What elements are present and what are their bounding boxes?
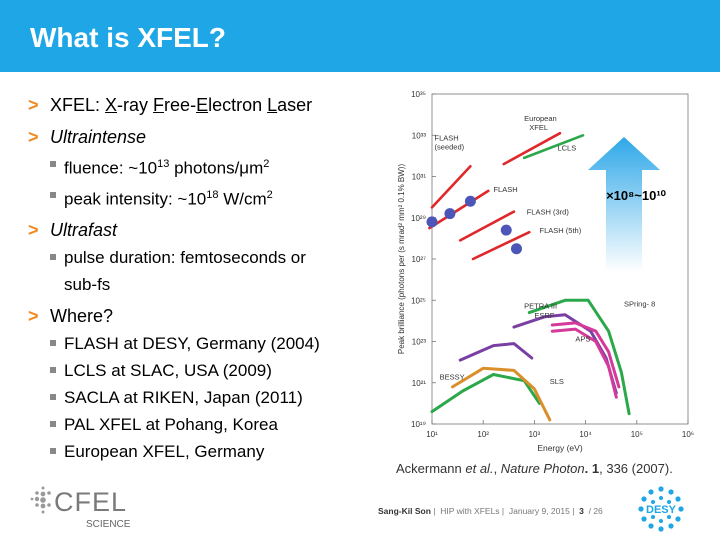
list-item: European XFEL, Germany bbox=[50, 438, 378, 465]
y-tick-label: 10³³ bbox=[412, 131, 427, 140]
x-tick-label: 10³ bbox=[529, 430, 541, 439]
x-tick-label: 10² bbox=[477, 430, 489, 439]
data-point bbox=[464, 195, 476, 207]
list-item: PAL XFEL at Pohang, Korea bbox=[50, 411, 378, 438]
list-item: FLASH at DESY, Germany (2004) bbox=[50, 330, 378, 357]
slide-title: What is XFEL? bbox=[30, 22, 226, 53]
cfel-text: CFEL bbox=[54, 487, 127, 517]
enhancement-arrow bbox=[588, 137, 660, 272]
curve-label: FLASH (5th) bbox=[540, 226, 582, 235]
series-line bbox=[522, 134, 585, 160]
y-tick-label: 10²⁹ bbox=[411, 214, 426, 223]
citation: Ackermann et al., Nature Photon. 1, 336 … bbox=[396, 461, 673, 476]
curve-label: BESSY bbox=[440, 373, 465, 382]
list-item: peak intensity: ~1018 W/cm2 bbox=[50, 182, 378, 213]
series-line bbox=[458, 210, 516, 242]
bullet-ultraintense: > Ultraintense fluence: ~1013 photons/μm… bbox=[28, 124, 378, 212]
data-point bbox=[444, 208, 456, 220]
bullet-where: > Where? FLASH at DESY, Germany (2004) L… bbox=[28, 303, 378, 465]
y-tick-label: 10²¹ bbox=[412, 379, 427, 388]
curve-label: FLASH bbox=[493, 185, 517, 194]
footer: Sang-Kil Son | HIP with XFELs | January … bbox=[378, 506, 603, 516]
curve-label: FLASH bbox=[435, 133, 459, 142]
y-tick-label: 10³¹ bbox=[412, 173, 427, 182]
bullet-marker: > bbox=[28, 127, 39, 147]
bullet-marker: > bbox=[28, 95, 39, 115]
y-tick-label: 10²³ bbox=[412, 338, 427, 347]
data-point bbox=[426, 216, 438, 228]
cfel-science-logo: CFEL SCIENCE bbox=[30, 486, 131, 530]
x-tick-label: 10¹ bbox=[426, 430, 438, 439]
x-tick-label: 10⁶ bbox=[682, 430, 694, 439]
title-bar: What is XFEL? bbox=[0, 0, 720, 72]
curve-label: SPring- 8 bbox=[624, 299, 655, 308]
arrow-label: ×10⁸~10¹⁰ bbox=[606, 188, 667, 203]
facility-list: FLASH at DESY, Germany (2004) LCLS at SL… bbox=[50, 330, 378, 465]
y-tick-label: 10²⁵ bbox=[411, 296, 426, 305]
curve-label: LCLS bbox=[557, 144, 576, 153]
series-line bbox=[458, 342, 534, 362]
series-line bbox=[527, 298, 631, 416]
series-line bbox=[550, 321, 621, 389]
desy-text: DESY bbox=[646, 504, 677, 516]
x-tick-label: 10⁵ bbox=[631, 430, 643, 439]
sub-list: fluence: ~1013 photons/μm2 peak intensit… bbox=[50, 151, 378, 212]
y-axis-label: Peak brilliance (photons per (s mrad² mm… bbox=[397, 164, 406, 355]
series-line bbox=[502, 131, 562, 166]
series-line bbox=[451, 366, 552, 422]
list-item: fluence: ~1013 photons/μm2 bbox=[50, 151, 378, 182]
data-point bbox=[510, 243, 522, 255]
series-line bbox=[471, 230, 531, 261]
curve-label: SLS bbox=[550, 377, 564, 386]
page-total: / 26 bbox=[588, 506, 603, 516]
list-item: pulse duration: femtoseconds or sub-fs bbox=[50, 244, 378, 298]
y-tick-label: 10²⁷ bbox=[412, 255, 427, 264]
list-item: SACLA at RIKEN, Japan (2011) bbox=[50, 384, 378, 411]
bullet-xfel: > XFEL: X-ray Free-Electron Laser bbox=[28, 92, 378, 119]
bullet-marker: > bbox=[28, 220, 39, 241]
x-tick-label: 10⁴ bbox=[579, 430, 592, 439]
series-line bbox=[428, 189, 490, 230]
series-line bbox=[430, 164, 472, 209]
list-item: LCLS at SLAC, USA (2009) bbox=[50, 357, 378, 384]
curve-label: XFEL bbox=[529, 123, 548, 132]
page-number: 3 bbox=[579, 506, 584, 516]
x-axis-label: Energy (eV) bbox=[537, 443, 583, 453]
series-line bbox=[430, 373, 541, 414]
curve-label: PETRA III bbox=[524, 302, 557, 311]
curve-label: FLASH (3rd) bbox=[527, 208, 570, 217]
science-text: SCIENCE bbox=[86, 519, 131, 530]
curve-label: ESRF bbox=[534, 311, 554, 320]
bullet-marker: > bbox=[28, 306, 39, 327]
curve-label: APS bbox=[575, 335, 590, 344]
curve-label: (seeded) bbox=[435, 143, 465, 152]
y-tick-label: 10¹⁹ bbox=[411, 420, 426, 429]
curve-label: European bbox=[524, 114, 557, 123]
y-tick-label: 10³⁵ bbox=[411, 90, 426, 99]
series-line bbox=[550, 327, 618, 399]
bullet-ultrafast: > Ultrafast pulse duration: femtoseconds… bbox=[28, 217, 378, 298]
sub-list: pulse duration: femtoseconds or sub-fs bbox=[50, 244, 378, 298]
data-point bbox=[500, 224, 512, 236]
desy-logo: DESY bbox=[638, 486, 684, 532]
bullet-list: > XFEL: X-ray Free-Electron Laser > Ultr… bbox=[28, 92, 378, 470]
